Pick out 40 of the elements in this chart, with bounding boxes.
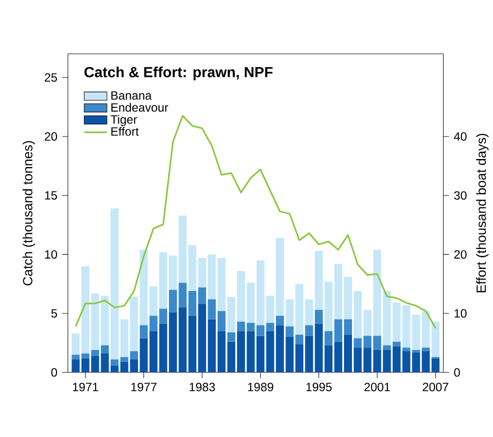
y-tick-label: 20: [44, 132, 58, 141]
bar: [140, 338, 148, 372]
bar: [354, 338, 362, 348]
bar: [100, 345, 109, 354]
y2-tick-label: 20: [454, 250, 467, 259]
x-tick-label: 1971: [72, 382, 98, 392]
x-tick-label: 1989: [248, 382, 274, 392]
bar: [72, 359, 80, 372]
y-axis-title: Catch (thousand tonnes): [22, 140, 36, 286]
x-tick-label: 1983: [190, 382, 215, 392]
legend-label: Banana: [111, 91, 152, 100]
y-tick-label: 10: [45, 250, 58, 259]
legend-label: Tiger: [110, 114, 138, 126]
bar: [110, 359, 119, 366]
x-tick-label: 2001: [364, 382, 390, 392]
bar: [286, 326, 294, 337]
y2-tick-label: 30: [454, 191, 467, 200]
y-tick-label: 0: [51, 368, 58, 377]
bar: [72, 333, 80, 355]
bar: [140, 325, 148, 338]
bar: [72, 354, 80, 360]
y-tick-label: 5: [51, 309, 58, 318]
legend-label: Effort: [111, 126, 139, 136]
y-tick-label: 15: [45, 191, 58, 200]
bar: [314, 310, 323, 324]
bar: [422, 347, 430, 352]
y2-tick-label: 40: [454, 132, 467, 141]
x-tick-label: 1995: [306, 382, 332, 392]
y2-tick-label: 0: [454, 368, 460, 377]
bar: [276, 316, 284, 326]
legend-label: Endeavour: [111, 102, 168, 112]
line-series: [74, 114, 436, 329]
x-tick-label: 2007: [422, 382, 448, 392]
bar: [324, 330, 333, 346]
y2-axis-title: Effort (thousand boat days): [476, 134, 489, 292]
y2-tick-label: 10: [454, 309, 467, 318]
text: Catch & Effort: prawn, NPF: [84, 66, 273, 80]
y-tick-label: 25: [44, 73, 58, 82]
x-tick-label: 1977: [131, 382, 156, 392]
bar: [227, 332, 236, 342]
